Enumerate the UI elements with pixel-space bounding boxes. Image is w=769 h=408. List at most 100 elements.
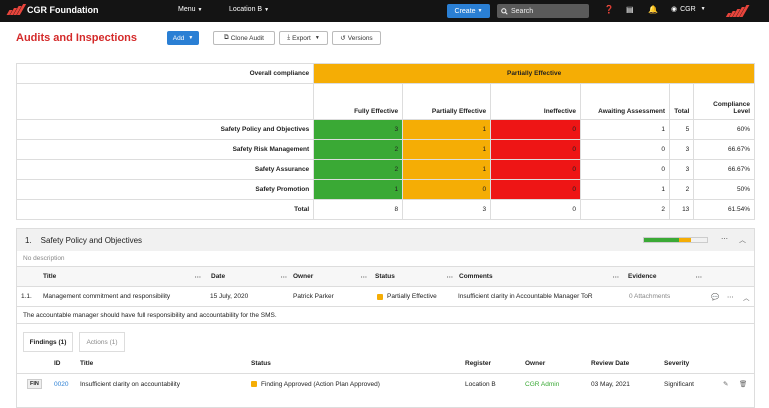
brand-name: CGR Foundation (27, 4, 99, 15)
finding-row[interactable]: FIN 0020 Insufficient clarity on account… (17, 374, 754, 394)
location-label: Location B (229, 6, 263, 13)
finding-owner-link[interactable]: CGR Admin (525, 380, 560, 388)
cell-total: 3 (668, 139, 695, 160)
section-header[interactable]: 1. Safety Policy and Objectives ⋯ ︿ (17, 229, 754, 251)
col-title[interactable]: Title ⋯ (43, 273, 202, 281)
search-icon (501, 7, 508, 15)
cell-level: 61.54% (693, 199, 755, 220)
cell-awaiting: 0 (580, 159, 670, 180)
search-input[interactable]: Search (497, 4, 589, 18)
cell-ineffective: 0 (490, 179, 582, 200)
cell-level: 66.67% (693, 159, 755, 180)
column-menu-icon[interactable]: ⋯ (612, 273, 620, 281)
finding-register: Location B (465, 380, 496, 388)
add-button[interactable]: Add ▼ (167, 31, 199, 45)
cell-ineffective: 0 (490, 199, 582, 220)
cell-level: 66.67% (693, 139, 755, 160)
status-indicator (251, 381, 257, 387)
export-label: Export (292, 34, 311, 42)
table-row: Safety Risk Management 2 1 0 0 3 66.67% (15, 139, 755, 160)
location-dropdown[interactable]: Location B ▼ (229, 6, 269, 13)
table-row: Safety Policy and Objectives 3 1 0 1 5 6… (15, 119, 755, 140)
row-label: Total (15, 199, 315, 220)
col-ineffective: Ineffective (490, 83, 582, 120)
create-label: Create (454, 7, 476, 15)
cell-level: 60% (693, 119, 755, 140)
cell-awaiting: 2 (580, 199, 670, 220)
cell-awaiting: 0 (580, 139, 670, 160)
bell-icon[interactable]: 🔔 (648, 5, 658, 14)
col-id: ID (54, 360, 61, 367)
chevron-up-icon[interactable]: ︿ (739, 237, 746, 244)
item-owner: Patrick Parker (293, 293, 334, 300)
cell-ineffective: 0 (490, 159, 582, 180)
item-date: 15 July, 2020 (210, 293, 249, 300)
menu-label: Menu (178, 6, 196, 13)
tab-findings[interactable]: Findings (1) (23, 332, 73, 352)
col-comments[interactable]: Comments ⋯ (459, 273, 620, 281)
section-panel: 1. Safety Policy and Objectives ⋯ ︿ No d… (16, 228, 755, 408)
delete-icon[interactable]: 🗑 (739, 381, 748, 388)
finding-id-link[interactable]: 0020 (54, 380, 69, 388)
finding-status: Finding Approved (Action Plan Approved) (251, 374, 380, 394)
col-evidence[interactable]: Evidence ⋯ (628, 273, 703, 281)
table-total-row: Total 8 3 0 2 13 61.54% (15, 199, 755, 220)
row-label: Safety Promotion (15, 179, 315, 200)
more-options-icon[interactable]: ⋯ (727, 293, 734, 301)
section-number: 1. (25, 235, 32, 245)
finding-review-date: 03 May, 2021 (591, 380, 630, 388)
section-title: Safety Policy and Objectives (40, 235, 143, 245)
col-review-date: Review Date (591, 360, 630, 367)
comment-icon[interactable]: 💬 (711, 293, 720, 301)
export-button[interactable]: ⤓ Export ▼ (279, 31, 328, 45)
cell-total: 5 (668, 119, 695, 140)
logo-mark-icon (6, 4, 27, 15)
finding-title: Insufficient clarity on accountability (80, 380, 180, 388)
column-menu-icon[interactable]: ⋯ (194, 273, 202, 281)
col-title: Title (80, 360, 94, 367)
table-row: Safety Assurance 2 1 0 0 3 66.67% (15, 159, 755, 180)
cell-partial: 1 (402, 119, 492, 140)
cell-total: 13 (668, 199, 695, 220)
cell-ineffective: 0 (490, 119, 582, 140)
item-comments: Insufficient clarity in Accountable Mana… (458, 293, 593, 300)
item-evidence-link[interactable]: 0 Attachments (629, 293, 671, 300)
user-label: CGR (680, 5, 696, 13)
brand-logo[interactable]: CGR Foundation (6, 4, 99, 15)
cell-fully: 8 (313, 199, 404, 220)
findings-table-header: ID Title Status Register Owner Review Da… (17, 354, 754, 374)
column-menu-icon[interactable]: ⋯ (446, 273, 454, 281)
create-button[interactable]: Create ▼ (447, 4, 490, 18)
col-severity: Severity (664, 360, 690, 367)
clone-audit-button[interactable]: ⧉ Clone Audit (213, 31, 275, 45)
col-date[interactable]: Date ⋯ (211, 273, 288, 281)
item-status: Partially Effective (377, 287, 437, 306)
column-menu-icon[interactable]: ⋯ (695, 273, 703, 281)
column-menu-icon[interactable]: ⋯ (360, 273, 368, 281)
col-owner[interactable]: Owner ⋯ (293, 273, 368, 281)
help-icon[interactable]: ❓ (604, 5, 614, 14)
col-fully-effective: Fully Effective (313, 83, 404, 120)
user-menu[interactable]: ◉ CGR ▼ (671, 5, 706, 14)
table-row[interactable]: 1.1. Management commitment and responsib… (17, 287, 754, 307)
chevron-up-icon[interactable]: ︿ (743, 294, 750, 302)
col-partially-effective: Partially Effective (402, 83, 492, 120)
more-options-icon[interactable]: ⋯ (721, 236, 728, 243)
cell-fully: 2 (313, 159, 404, 180)
cell-total: 3 (668, 159, 695, 180)
cell-awaiting: 1 (580, 119, 670, 140)
row-label: Safety Policy and Objectives (15, 119, 315, 140)
book-icon[interactable]: ▤ (626, 5, 634, 14)
versions-button[interactable]: ↺ Versions (332, 31, 381, 45)
tab-actions[interactable]: Actions (1) (79, 332, 125, 352)
column-menu-icon[interactable]: ⋯ (280, 273, 288, 281)
cell-total: 2 (668, 179, 695, 200)
edit-icon[interactable]: ✎ (723, 381, 729, 388)
cell-level: 50% (693, 179, 755, 200)
col-status[interactable]: Status ⋯ (375, 273, 454, 281)
col-status: Status (251, 360, 271, 367)
top-navbar: CGR Foundation Menu ▼ Location B ▼ Create ▼… (0, 0, 769, 22)
col-compliance-level: Compliance Level (693, 83, 755, 120)
history-icon: ↺ (340, 35, 346, 42)
menu-dropdown[interactable]: Menu ▼ (178, 6, 202, 13)
